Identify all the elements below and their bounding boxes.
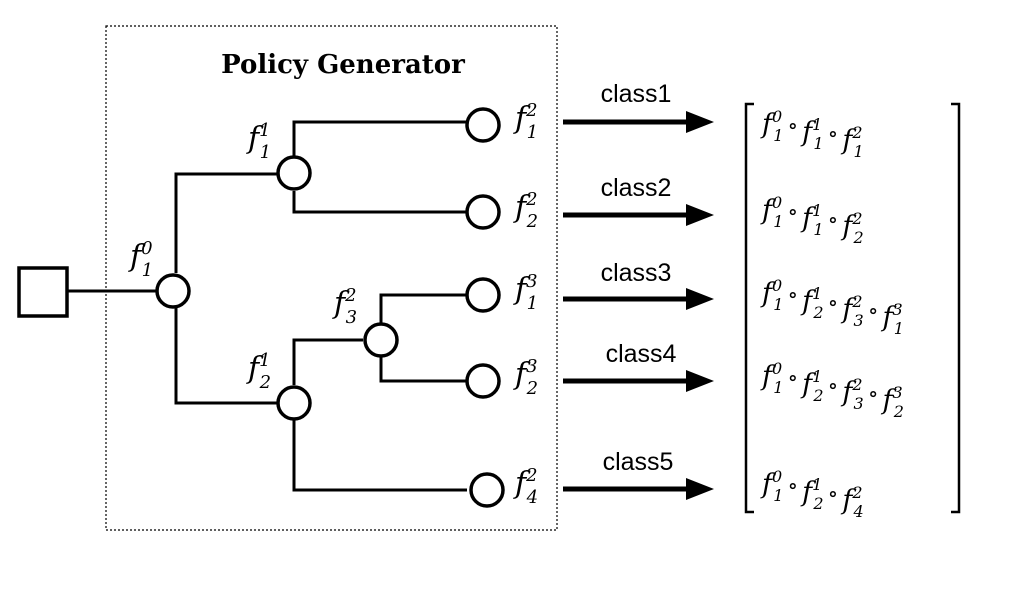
edge-f11-leaf2 xyxy=(292,191,467,214)
node-f11 xyxy=(276,155,312,191)
arrowhead-class5 xyxy=(686,478,714,500)
class-label-5: class5 xyxy=(603,448,674,476)
leaf-label-2: f2 2 xyxy=(513,189,538,232)
root-label: f0 1 xyxy=(128,238,153,281)
composition-class1: f0 1 ∘ f1 1 ∘ f2 1 xyxy=(760,107,864,161)
leaf-label-3: f3 1 xyxy=(513,271,538,314)
edge-f11-leaf1 xyxy=(292,120,467,156)
leaf-label-1: f2 1 xyxy=(513,100,538,143)
composition-class3: f0 1 ∘ f1 2 ∘ f2 3 ∘ f3 1 xyxy=(760,276,904,338)
edge-f32-leaf3 xyxy=(379,293,467,323)
input-square xyxy=(17,266,69,318)
leaf-node-2 xyxy=(465,194,501,230)
composition-class5: f0 1 ∘ f1 2 ∘ f2 4 xyxy=(760,467,864,521)
diagram-title: Policy Generator xyxy=(221,50,465,80)
class-arrows xyxy=(563,111,714,500)
arrowhead-class4 xyxy=(686,370,714,392)
root-node xyxy=(155,273,191,309)
leaf-node-3 xyxy=(465,277,501,313)
edge-root-f11 xyxy=(174,172,277,273)
class-label-3: class3 xyxy=(601,259,672,287)
leaf-node-5 xyxy=(469,472,505,508)
node-label-f32: f2 3 xyxy=(332,285,357,328)
class-label-1: class1 xyxy=(601,80,672,108)
arrowhead-class1 xyxy=(686,111,714,133)
leaf-node-4 xyxy=(465,363,501,399)
arrowhead-class2 xyxy=(686,204,714,226)
node-label-f11: f1 1 xyxy=(246,120,271,163)
leaf-label-4: f3 2 xyxy=(513,356,538,399)
leaf-node-1 xyxy=(465,107,501,143)
node-f21 xyxy=(276,385,312,421)
arrowhead-class3 xyxy=(686,288,714,310)
class-label-4: class4 xyxy=(606,340,677,368)
left-bracket xyxy=(744,102,754,514)
edge-f32-leaf4 xyxy=(379,357,467,383)
policy-generator-frame xyxy=(105,25,558,531)
node-label-f21: f1 2 xyxy=(246,350,271,393)
class-label-2: class2 xyxy=(601,174,672,202)
leaf-label-5: f2 4 xyxy=(513,465,538,508)
composition-class4: f0 1 ∘ f1 2 ∘ f2 3 ∘ f3 2 xyxy=(760,359,904,421)
composition-class2: f0 1 ∘ f1 1 ∘ f2 2 xyxy=(760,193,864,247)
right-bracket xyxy=(951,102,961,514)
edge-f21-f32 xyxy=(292,338,363,385)
tree-edges xyxy=(67,120,467,492)
edge-root-f21 xyxy=(174,308,277,405)
edge-f21-leaf5 xyxy=(292,420,467,492)
node-f32 xyxy=(363,322,399,358)
